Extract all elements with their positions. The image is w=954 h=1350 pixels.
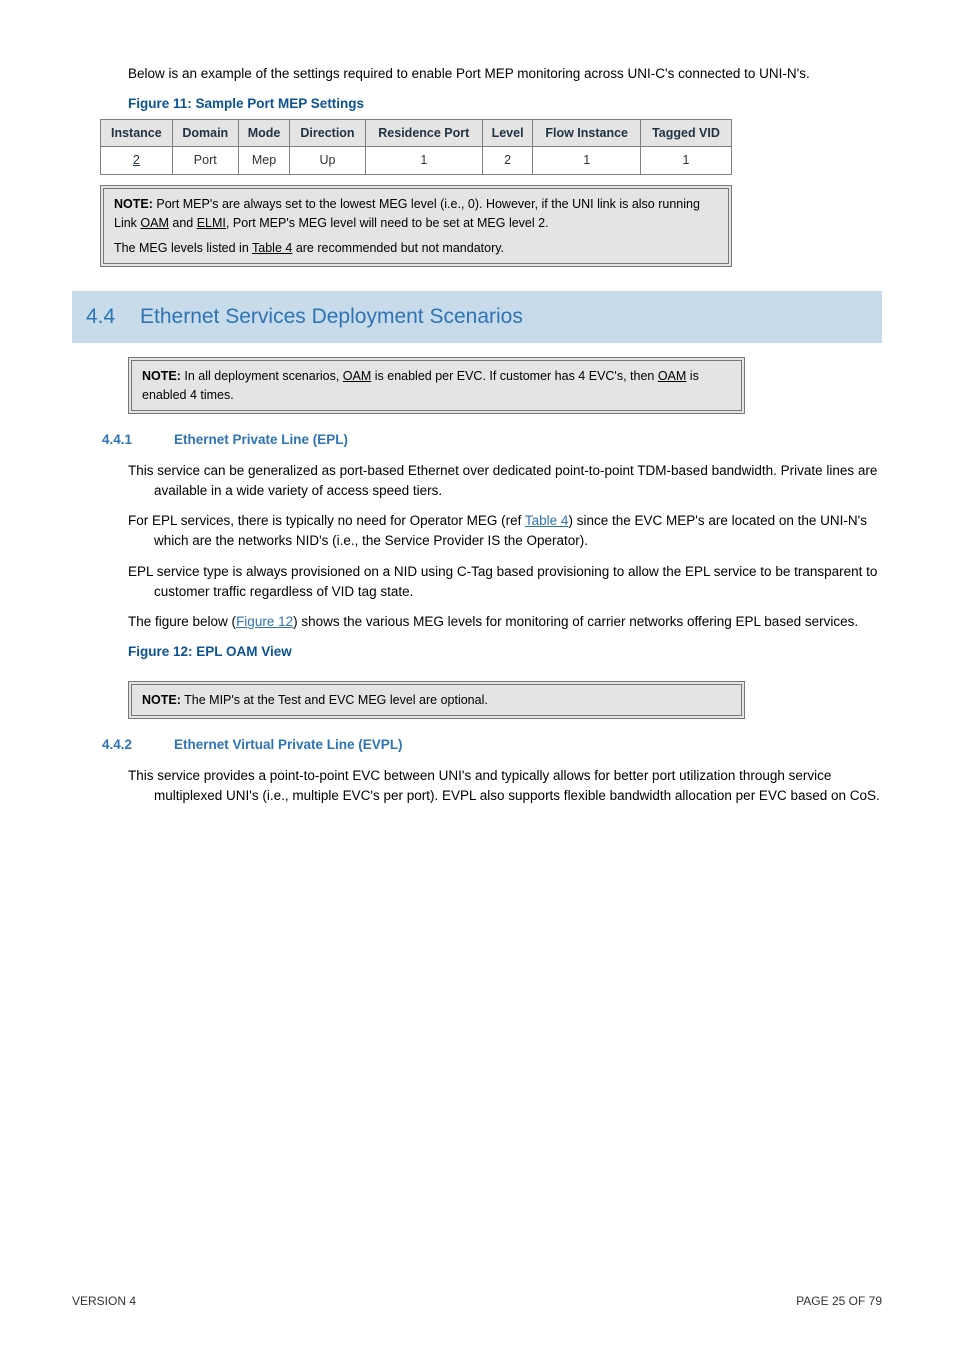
cell-tagged-vid: 1 (640, 147, 731, 175)
th-residence-port: Residence Port (365, 119, 482, 147)
subsection-4-4-1-heading: 4.4.1Ethernet Private Line (EPL) (100, 430, 882, 450)
section-heading-4-4: 4.4Ethernet Services Deployment Scenario… (72, 291, 882, 343)
epl-p1: This service can be generalized as port-… (100, 461, 882, 502)
cell-residence-port: 1 (365, 147, 482, 175)
note-table4-link[interactable]: Table 4 (252, 241, 292, 255)
note-tail: , Port MEP's MEG level will need to be s… (226, 216, 549, 230)
subsection-4-4-2-heading: 4.4.2Ethernet Virtual Private Line (EVPL… (100, 735, 882, 755)
cell-domain: Port (172, 147, 238, 175)
note-box-port-mep: NOTE: Port MEP's are always set to the l… (100, 185, 732, 267)
th-tagged-vid: Tagged VID (640, 119, 731, 147)
cell-instance[interactable]: 2 (101, 147, 173, 175)
footer-version: VERSION 4 (72, 1292, 136, 1310)
th-mode: Mode (238, 119, 289, 147)
cell-direction: Up (290, 147, 366, 175)
evpl-p1: This service provides a point-to-point E… (100, 766, 882, 807)
page-footer: VERSION 4 PAGE 25 OF 79 (72, 1292, 882, 1310)
footer-page: PAGE 25 OF 79 (796, 1292, 882, 1310)
note-box-mip: NOTE: The MIP's at the Test and EVC MEG … (128, 681, 745, 720)
cell-level: 2 (482, 147, 533, 175)
epl-p3: EPL service type is always provisioned o… (100, 562, 882, 603)
epl-figref: The figure below (Figure 12) shows the v… (100, 612, 882, 632)
th-level: Level (482, 119, 533, 147)
note-elmi: ELMI (197, 216, 226, 230)
epl-p2: For EPL services, there is typically no … (100, 511, 882, 552)
th-direction: Direction (290, 119, 366, 147)
note-and: and (169, 216, 197, 230)
note-label: NOTE: (114, 197, 153, 211)
fig11-caption: Figure 11: Sample Port MEP Settings (100, 94, 882, 114)
link-table4[interactable]: Table 4 (525, 513, 569, 528)
link-figure12[interactable]: Figure 12 (236, 614, 293, 629)
note-p2-after: are recommended but not mandatory. (292, 241, 504, 255)
intro-text: Below is an example of the settings requ… (100, 64, 882, 84)
mep-table: Instance Domain Mode Direction Residence… (100, 119, 732, 176)
cell-flow-instance: 1 (533, 147, 641, 175)
note2-label: NOTE: (142, 369, 181, 383)
table-header-row: Instance Domain Mode Direction Residence… (101, 119, 732, 147)
note-p2-before: The MEG levels listed in (114, 241, 252, 255)
table-row: 2 Port Mep Up 1 2 1 1 (101, 147, 732, 175)
fig12-caption: Figure 12: EPL OAM View (100, 642, 882, 662)
th-domain: Domain (172, 119, 238, 147)
th-flow-instance: Flow Instance (533, 119, 641, 147)
cell-mode: Mep (238, 147, 289, 175)
th-instance: Instance (101, 119, 173, 147)
note-box-scenarios: NOTE: In all deployment scenarios, OAM i… (128, 357, 745, 415)
note-oam: OAM (140, 216, 168, 230)
